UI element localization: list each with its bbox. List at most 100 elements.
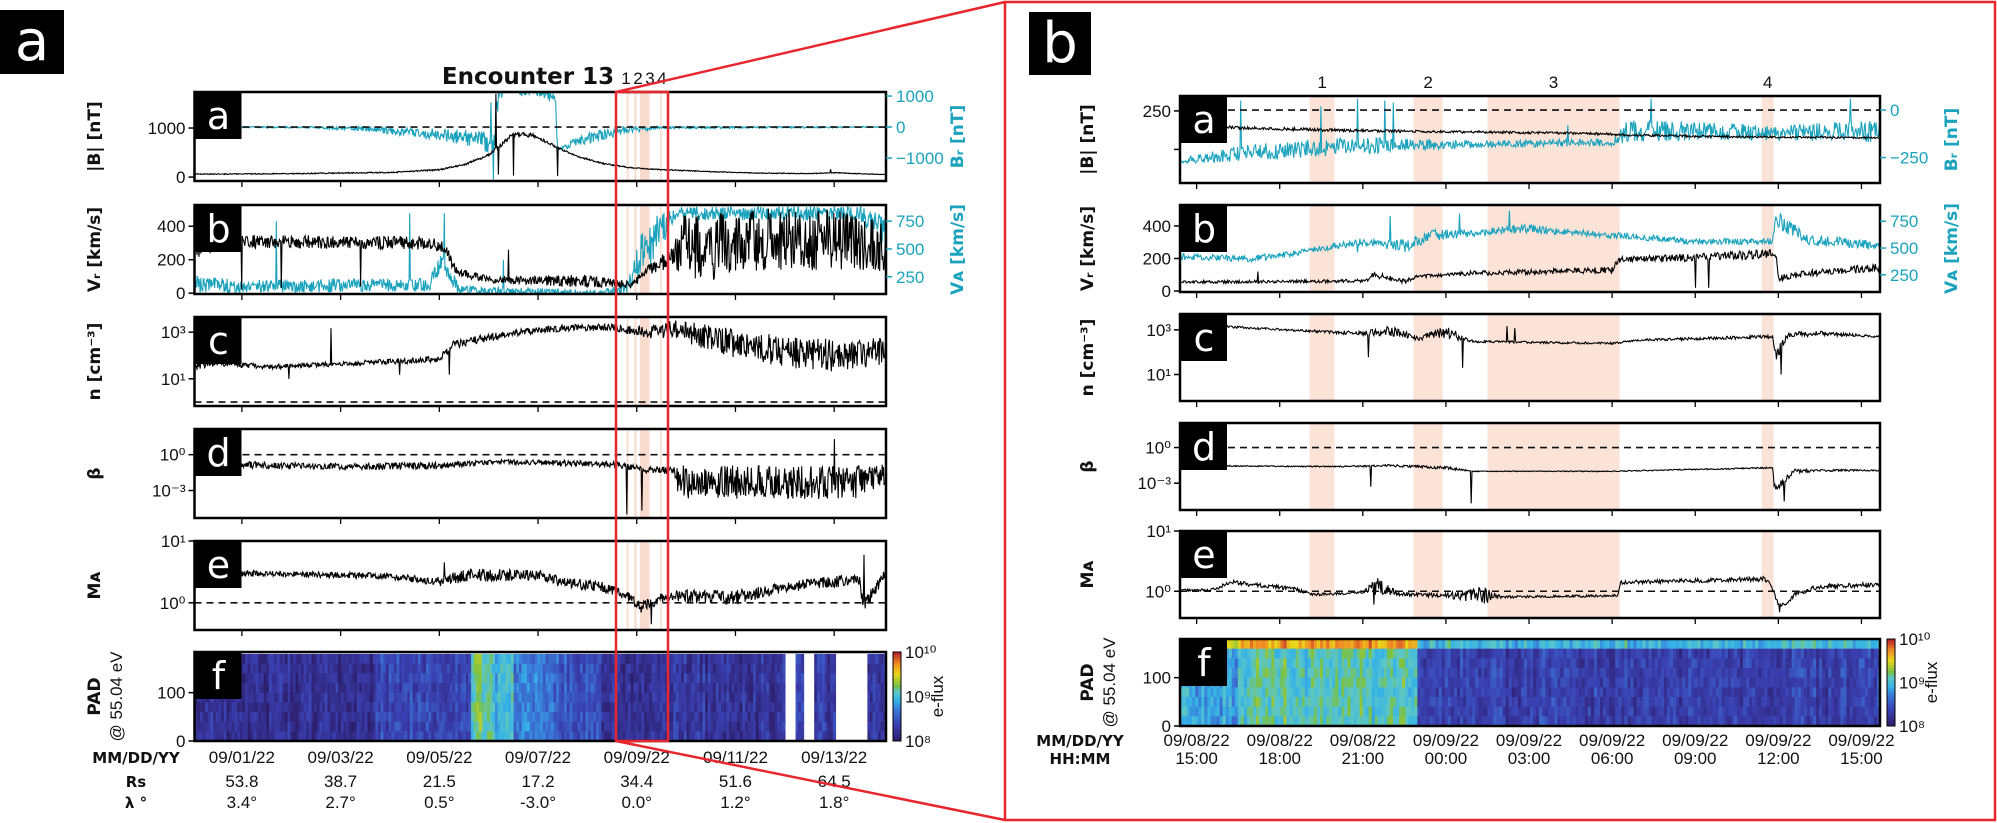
- y-axis-label: |B| [nT]: [85, 101, 105, 172]
- pad-cell: [508, 702, 512, 713]
- pad-cell: [513, 692, 517, 703]
- pad-cell: [231, 731, 235, 742]
- pad-cell: [1359, 697, 1364, 708]
- pad-cell: [753, 702, 757, 713]
- pad-cell: [433, 731, 438, 742]
- pad-cell: [1499, 639, 1504, 650]
- pad-cell: [737, 673, 741, 684]
- pad-cell: [503, 692, 507, 703]
- pad-cell: [327, 653, 331, 665]
- pad-cell: [620, 711, 624, 723]
- pad-cell: [1590, 668, 1595, 679]
- pad-cell: [747, 663, 751, 674]
- series-va-line: [1180, 210, 1880, 264]
- pad-cell: [1618, 658, 1622, 669]
- pad-cell: [1651, 648, 1656, 659]
- colorbar-swatch: [1887, 688, 1895, 692]
- pad-cell: [1517, 716, 1522, 727]
- pad-cell: [1210, 716, 1215, 727]
- pad-cell: [686, 702, 690, 713]
- pad-cell: [768, 682, 773, 694]
- pad-cell: [1843, 687, 1848, 698]
- pad-cell: [380, 731, 384, 742]
- pad-cell: [699, 692, 704, 703]
- pad-cell: [444, 692, 448, 703]
- pad-cell: [348, 702, 353, 713]
- pad-cell: [707, 711, 712, 723]
- pad-cell: [1813, 668, 1817, 679]
- pad-cell: [1481, 716, 1485, 727]
- pad-cell: [1225, 697, 1230, 708]
- x-tick-date: 09/13/22: [801, 748, 867, 767]
- event-band-2: [1413, 531, 1443, 618]
- pad-cell: [250, 711, 254, 723]
- pad-cell: [1283, 687, 1288, 698]
- pad-cell: [1636, 677, 1641, 688]
- pad-cell: [351, 731, 355, 742]
- pad-cell: [1615, 706, 1619, 717]
- pad-cell: [1362, 697, 1367, 708]
- pad-cell: [1253, 677, 1257, 688]
- pad-cell: [1475, 687, 1479, 698]
- pad-cell: [1855, 687, 1860, 698]
- pad-cell: [441, 663, 446, 674]
- event-band-1: [626, 541, 629, 630]
- pad-cell: [545, 682, 549, 694]
- pad-cell: [1326, 697, 1330, 708]
- pad-cell: [766, 692, 770, 703]
- pad-cell: [327, 702, 331, 713]
- pad-cell: [1371, 677, 1376, 688]
- pad-cell: [1700, 668, 1705, 679]
- pad-cell: [471, 711, 475, 723]
- x-tick-date: 09/09/22: [1496, 731, 1562, 750]
- pad-cell: [324, 663, 329, 674]
- pad-cell: [702, 721, 706, 732]
- pad-cell: [1383, 687, 1388, 698]
- pad-cell: [1511, 639, 1516, 650]
- colorbar-swatch: [893, 693, 901, 697]
- pad-cell: [1806, 648, 1811, 659]
- pad-cell: [1481, 706, 1485, 717]
- pad-cell: [1356, 639, 1361, 650]
- pad-cell: [292, 663, 297, 674]
- pad-cell: [292, 673, 297, 684]
- pad-cell: [255, 653, 259, 665]
- pad-cell: [566, 702, 571, 713]
- pad-cell: [1265, 716, 1269, 727]
- pad-cell: [1368, 658, 1373, 669]
- pad-cell: [1828, 648, 1832, 659]
- pad-cell: [550, 692, 555, 703]
- pad-cell: [1572, 658, 1577, 669]
- pad-cell: [715, 702, 720, 713]
- pad-cell: [1666, 687, 1671, 698]
- pad-cell: [274, 653, 278, 665]
- pad-cell: [832, 663, 837, 674]
- pad-cell: [1250, 687, 1254, 698]
- pad-cell: [266, 711, 270, 723]
- pad-cell: [537, 702, 541, 713]
- pad-cell: [1444, 639, 1449, 650]
- pad-cell: [202, 731, 206, 742]
- pad-cell: [1825, 716, 1829, 727]
- pad-cell: [385, 731, 390, 742]
- pad-cell: [1213, 687, 1218, 698]
- pad-cell: [1782, 639, 1787, 650]
- pad-cell: [875, 653, 879, 665]
- pad-cell: [1600, 648, 1604, 659]
- pad-cell: [1861, 639, 1866, 650]
- pad-cell: [1414, 658, 1418, 669]
- pad-cell: [449, 731, 454, 742]
- pad-cell: [870, 711, 874, 723]
- pad-cell: [1663, 687, 1668, 698]
- pad-cell: [1615, 648, 1619, 659]
- pad-cell: [800, 731, 805, 742]
- pad-cell: [412, 653, 416, 665]
- pad-cell: [401, 653, 406, 665]
- pad-cell: [1797, 697, 1802, 708]
- pad-cell: [1797, 687, 1802, 698]
- pad-cell: [755, 731, 759, 742]
- pad-cell: [284, 692, 289, 703]
- pad-cell: [1298, 668, 1303, 679]
- pad-cell: [332, 682, 337, 694]
- pad-cell: [476, 702, 480, 713]
